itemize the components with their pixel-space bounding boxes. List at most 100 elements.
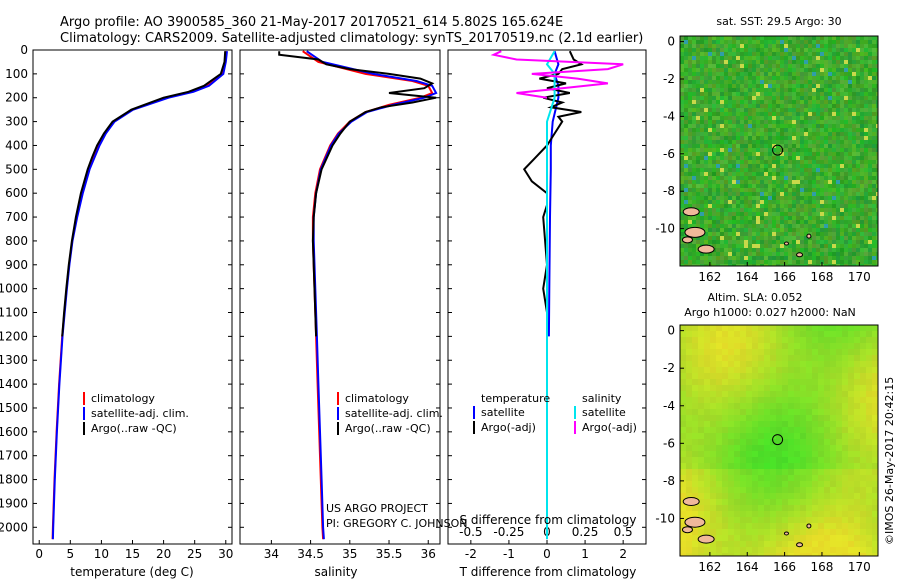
sst-map-cell bbox=[744, 100, 748, 104]
sst-map-cell bbox=[824, 40, 828, 44]
sst-map-cell bbox=[816, 252, 820, 256]
sla-map-cell bbox=[818, 379, 824, 385]
sst-map-cell bbox=[868, 164, 872, 168]
sst-map-y-tick-label: -8 bbox=[663, 184, 675, 198]
sst-map-cell bbox=[844, 196, 848, 200]
sst-map-cell bbox=[768, 76, 772, 80]
sst-map-cell bbox=[772, 200, 776, 204]
sst-map-cell bbox=[840, 96, 844, 100]
sla-map-cell bbox=[710, 349, 716, 355]
sla-map-cell bbox=[872, 415, 878, 421]
sla-map-cell bbox=[704, 349, 710, 355]
legend-header-salinity: salinity bbox=[582, 392, 622, 405]
sst-map-cell bbox=[852, 228, 856, 232]
sst-map-cell bbox=[876, 112, 878, 116]
sst-map-cell bbox=[704, 236, 708, 240]
sst-map-cell bbox=[700, 216, 704, 220]
sst-map-cell bbox=[808, 100, 812, 104]
sst-map-cell bbox=[784, 216, 788, 220]
sst-map-cell bbox=[732, 248, 736, 252]
sst-map-cell bbox=[864, 80, 868, 84]
sla-map-cell bbox=[686, 427, 692, 433]
sst-map-cell bbox=[796, 40, 800, 44]
sla-map-cell bbox=[686, 451, 692, 457]
sst-map-cell bbox=[740, 256, 744, 260]
sla-map-cell bbox=[722, 547, 728, 553]
sla-map-cell bbox=[848, 409, 854, 415]
sst-map-cell bbox=[772, 124, 776, 128]
sst-map-cell bbox=[700, 192, 704, 196]
sst-map-cell bbox=[724, 48, 728, 52]
sst-map-cell bbox=[708, 128, 712, 132]
sla-map-cell bbox=[752, 553, 758, 556]
sst-map-cell bbox=[720, 136, 724, 140]
sst-map-cell bbox=[736, 60, 740, 64]
sla-map-cell bbox=[806, 367, 812, 373]
sst-map-cell bbox=[744, 204, 748, 208]
sst-map-cell bbox=[808, 48, 812, 52]
sla-map-cell bbox=[710, 517, 716, 523]
sst-map-cell bbox=[864, 152, 868, 156]
sst-map-cell bbox=[748, 200, 752, 204]
sst-map-cell bbox=[784, 56, 788, 60]
sla-map-cell bbox=[842, 385, 848, 391]
sst-map-cell bbox=[804, 100, 808, 104]
sst-map-cell bbox=[832, 208, 836, 212]
sla-map-cell bbox=[764, 523, 770, 529]
sst-map-cell bbox=[788, 36, 792, 40]
sla-map-cell bbox=[776, 505, 782, 511]
sst-map-cell bbox=[804, 176, 808, 180]
sst-map-cell bbox=[820, 156, 824, 160]
sst-map-cell bbox=[716, 44, 720, 48]
sla-map-cell bbox=[776, 397, 782, 403]
sst-map-cell bbox=[784, 72, 788, 76]
sla-map-cell bbox=[716, 385, 722, 391]
sst-map-cell bbox=[848, 224, 852, 228]
sst-map-cell bbox=[724, 52, 728, 56]
sst-map-cell bbox=[744, 232, 748, 236]
sst-map-cell bbox=[812, 228, 816, 232]
sla-map-cell bbox=[848, 421, 854, 427]
sst-map-cell bbox=[868, 168, 872, 172]
sla-map-cell bbox=[764, 493, 770, 499]
sst-map-cell bbox=[872, 248, 876, 252]
sst-map-cell bbox=[736, 64, 740, 68]
sst-map-cell bbox=[684, 216, 688, 220]
sst-map-cell bbox=[728, 256, 732, 260]
sst-map-cell bbox=[840, 56, 844, 60]
sst-map-cell bbox=[812, 88, 816, 92]
sst-map-cell bbox=[708, 60, 712, 64]
sst-map-cell bbox=[752, 224, 756, 228]
sst-map-cell bbox=[876, 88, 878, 92]
sst-map-cell bbox=[756, 244, 760, 248]
sst-map-cell bbox=[788, 196, 792, 200]
sst-map-cell bbox=[844, 208, 848, 212]
sla-map-cell bbox=[842, 433, 848, 439]
sst-map-cell bbox=[720, 216, 724, 220]
sst-map-cell bbox=[708, 120, 712, 124]
sst-map-cell bbox=[796, 196, 800, 200]
sst-map-cell bbox=[800, 60, 804, 64]
sst-map-cell bbox=[748, 248, 752, 252]
sst-map-cell bbox=[712, 256, 716, 260]
sla-map-cell bbox=[770, 463, 776, 469]
sst-map-cell bbox=[840, 184, 844, 188]
sla-map-cell bbox=[716, 457, 722, 463]
sla-map-cell bbox=[782, 433, 788, 439]
sla-map-cell bbox=[842, 415, 848, 421]
sst-map-cell bbox=[684, 100, 688, 104]
sst-map-cell bbox=[772, 100, 776, 104]
sla-map-cell bbox=[776, 445, 782, 451]
sla-map-cell bbox=[824, 457, 830, 463]
sla-map-y-tick-label: -8 bbox=[663, 474, 675, 488]
sst-map-cell bbox=[744, 244, 748, 248]
sla-map-cell bbox=[854, 427, 860, 433]
sla-map-cell bbox=[764, 397, 770, 403]
sst-map-cell bbox=[752, 260, 756, 264]
sst-map-cell bbox=[700, 40, 704, 44]
sst-map-cell bbox=[788, 164, 792, 168]
sst-map-cell bbox=[808, 252, 812, 256]
sst-map-cell bbox=[852, 68, 856, 72]
sst-map-cell bbox=[868, 108, 872, 112]
sst-map-cell bbox=[680, 248, 684, 252]
